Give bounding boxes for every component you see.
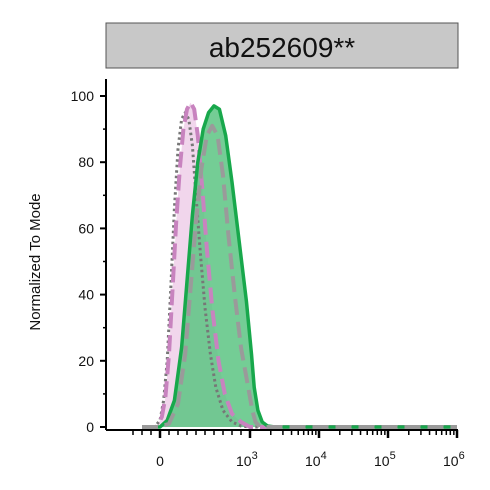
series-2-line [142, 104, 457, 429]
y-tick-label: 0 [86, 419, 94, 435]
axes: 0 20 40 60 80 100 0 103 104 105 106 [71, 79, 465, 469]
y-tick-label: 20 [78, 353, 94, 369]
chart-title: ab252609** [209, 32, 355, 63]
x-tick-label: 0 [156, 453, 164, 469]
y-axis-label: Normalized To Mode [27, 193, 44, 330]
y-tick-label: 100 [71, 88, 95, 104]
x-tick-label: 106 [443, 450, 465, 469]
y-tick-label: 40 [78, 287, 94, 303]
y-tick-label: 80 [78, 154, 94, 170]
series-2-fill [142, 105, 457, 428]
title-bar [105, 22, 459, 69]
x-tick-label: 105 [374, 450, 396, 469]
series-1-line [142, 100, 457, 429]
series-layer [142, 100, 457, 429]
x-tick-label: 104 [305, 450, 327, 469]
series-0-line [142, 111, 457, 429]
y-tick-label: 60 [78, 220, 94, 236]
x-tick-label: 103 [236, 450, 258, 469]
series-3-line [142, 123, 457, 429]
